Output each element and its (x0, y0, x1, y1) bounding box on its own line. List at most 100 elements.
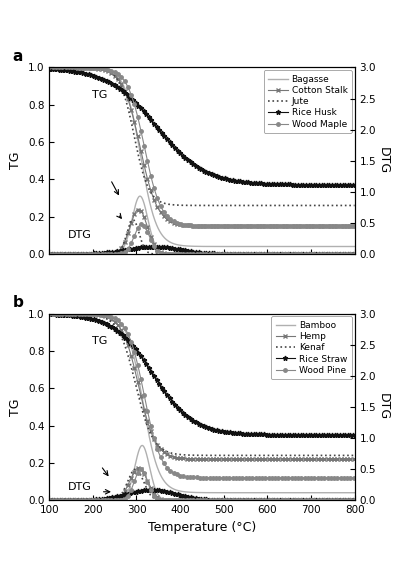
Y-axis label: DTG: DTG (377, 393, 390, 420)
Hemp (47, 310, 52, 317)
Kenaf (152, 437, 157, 444)
Text: a: a (13, 49, 23, 64)
Line: Kenaf: Kenaf (49, 314, 355, 455)
Line: Wood Maple: Wood Maple (48, 66, 356, 228)
Hemp (295, 456, 299, 463)
Line: Wood Pine: Wood Pine (48, 312, 356, 479)
Kenaf (188, 452, 193, 459)
Line: Bagasse: Bagasse (49, 67, 355, 247)
Rice Husk (295, 181, 299, 188)
Jute (47, 64, 52, 71)
Kenaf (295, 452, 299, 459)
Bagasse (352, 243, 357, 250)
Legend: Bamboo, Hemp, Kenaf, Rice Straw, Wood Pine: Bamboo, Hemp, Kenaf, Rice Straw, Wood Pi… (271, 316, 352, 379)
Line: Hemp: Hemp (47, 311, 357, 461)
Line: Bamboo: Bamboo (49, 314, 355, 493)
Wood Maple (188, 222, 193, 229)
Wood Maple (152, 186, 157, 193)
Jute (295, 202, 299, 209)
Hemp (121, 330, 126, 337)
Text: DTG: DTG (68, 482, 91, 492)
Rice Husk (207, 170, 212, 176)
Wood Pine (47, 310, 52, 317)
Rice Straw (188, 415, 193, 422)
Rice Husk (188, 158, 193, 165)
Kenaf (47, 310, 52, 317)
Y-axis label: TG: TG (9, 152, 22, 170)
Bagasse (348, 243, 352, 250)
Bamboo (207, 490, 212, 496)
Cotton Stalk (188, 222, 193, 229)
Cotton Stalk (121, 84, 126, 91)
Line: Rice Husk: Rice Husk (47, 66, 357, 187)
Jute (152, 194, 157, 201)
Legend: Bagasse, Cotton Stalk, Jute, Rice Husk, Wood Maple: Bagasse, Cotton Stalk, Jute, Rice Husk, … (264, 70, 352, 133)
Cotton Stalk (352, 223, 357, 229)
Jute (348, 202, 352, 209)
Rice Husk (47, 66, 52, 72)
Rice Straw (352, 432, 357, 438)
Kenaf (352, 452, 357, 459)
Bamboo (295, 490, 299, 496)
Jute (352, 202, 357, 209)
Text: TG: TG (92, 90, 108, 100)
Wood Pine (121, 323, 126, 329)
Hemp (352, 456, 357, 463)
Cotton Stalk (152, 197, 157, 204)
Rice Straw (47, 311, 52, 318)
Kenaf (207, 452, 212, 459)
Wood Pine (348, 474, 352, 481)
Text: TG: TG (92, 336, 108, 346)
Wood Pine (295, 474, 299, 481)
Rice Straw (121, 332, 126, 339)
Bamboo (188, 489, 193, 496)
Kenaf (121, 338, 126, 345)
Text: DTG: DTG (68, 230, 91, 240)
Rice Straw (207, 425, 212, 432)
Bagasse (188, 243, 193, 250)
Jute (188, 202, 193, 209)
Wood Maple (348, 223, 352, 229)
Wood Maple (207, 223, 212, 229)
Y-axis label: TG: TG (9, 398, 22, 416)
Rice Straw (295, 432, 299, 438)
Kenaf (348, 452, 352, 459)
Line: Rice Straw: Rice Straw (47, 312, 357, 437)
Bamboo (152, 455, 157, 462)
Line: Cotton Stalk: Cotton Stalk (47, 65, 357, 228)
Bagasse (152, 216, 157, 223)
Y-axis label: DTG: DTG (377, 147, 390, 174)
Wood Maple (121, 76, 126, 83)
Wood Pine (152, 437, 157, 443)
Rice Husk (121, 88, 126, 95)
Rice Husk (152, 121, 157, 128)
Hemp (152, 437, 157, 443)
Bagasse (121, 81, 126, 88)
Bagasse (47, 64, 52, 71)
Text: b: b (13, 295, 24, 310)
Jute (121, 89, 126, 96)
Hemp (348, 456, 352, 463)
X-axis label: Temperature (°C): Temperature (°C) (148, 520, 256, 533)
Rice Straw (152, 373, 157, 380)
Rice Husk (348, 182, 352, 188)
Jute (207, 202, 212, 209)
Bamboo (121, 324, 126, 330)
Rice Straw (348, 432, 352, 438)
Bamboo (47, 310, 52, 317)
Hemp (207, 456, 212, 463)
Wood Pine (188, 474, 193, 481)
Bamboo (348, 490, 352, 496)
Rice Husk (352, 182, 357, 188)
Wood Maple (47, 64, 52, 71)
Wood Pine (352, 474, 357, 481)
Line: Jute: Jute (49, 67, 355, 206)
Wood Maple (352, 223, 357, 229)
Wood Pine (207, 474, 212, 481)
Bagasse (295, 243, 299, 250)
Cotton Stalk (348, 223, 352, 229)
Wood Maple (295, 223, 299, 229)
Bamboo (352, 490, 357, 496)
Cotton Stalk (207, 223, 212, 229)
Hemp (188, 455, 193, 462)
